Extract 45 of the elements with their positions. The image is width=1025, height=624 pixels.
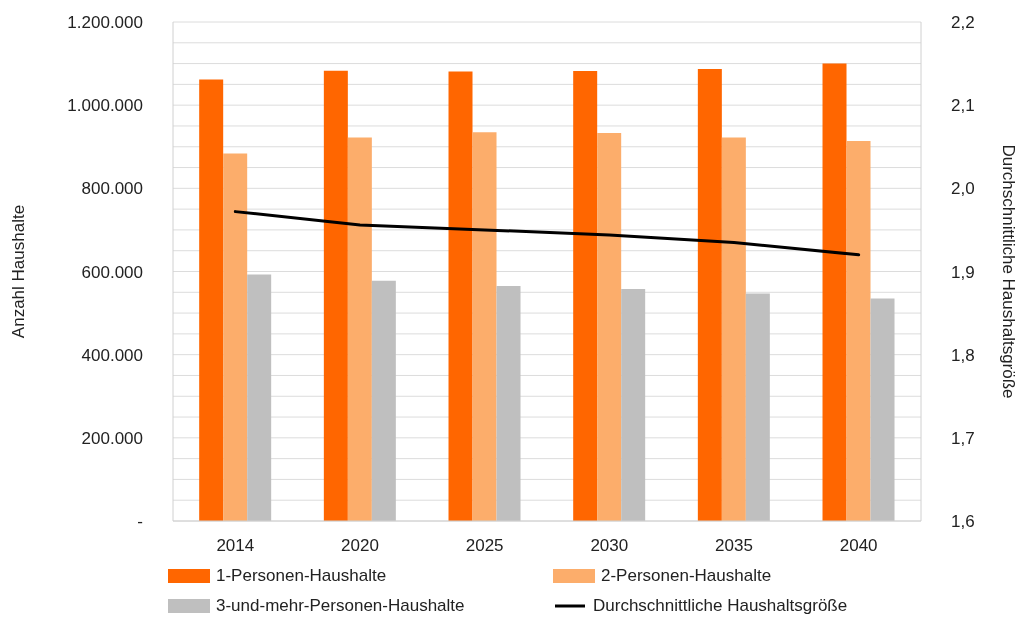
bar bbox=[846, 140, 871, 521]
bar bbox=[448, 71, 473, 521]
x-tick-label: 2020 bbox=[341, 536, 379, 556]
x-tick-label: 2040 bbox=[839, 536, 878, 556]
y-tick-label: 200.000 bbox=[81, 428, 143, 448]
y2-axis-title: Durchschnittliche Haushaltsgröße bbox=[998, 144, 1018, 399]
bar bbox=[371, 280, 396, 521]
y-tick-label: 1.000.000 bbox=[67, 96, 143, 116]
bar bbox=[472, 132, 497, 521]
y2-tick-label: 2,2 bbox=[951, 13, 975, 33]
legend-label: 3-und-mehr-Personen-Haushalte bbox=[216, 596, 465, 616]
bar bbox=[697, 68, 722, 521]
bar bbox=[621, 288, 646, 521]
x-tick-label: 2025 bbox=[465, 536, 504, 556]
bar bbox=[822, 63, 847, 521]
x-tick-label: 2030 bbox=[590, 536, 629, 556]
bar bbox=[347, 137, 372, 521]
x-tick-label: 2035 bbox=[715, 536, 753, 556]
bar bbox=[870, 298, 895, 521]
y-tick-label: - bbox=[137, 512, 143, 532]
bar bbox=[496, 286, 521, 521]
y-tick-label: 1.200.000 bbox=[67, 13, 143, 33]
y-axis-title: Anzahl Haushalte bbox=[9, 204, 29, 339]
y2-tick-label: 1,9 bbox=[951, 262, 975, 282]
y-tick-label: 600.000 bbox=[81, 262, 143, 282]
y2-tick-label: 2,1 bbox=[951, 96, 975, 116]
legend-label: Durchschnittliche Haushaltsgröße bbox=[593, 596, 848, 616]
bar bbox=[247, 274, 272, 521]
y2-tick-label: 1,6 bbox=[951, 512, 975, 532]
bar bbox=[745, 293, 770, 521]
y-tick-label: 800.000 bbox=[81, 179, 143, 199]
bar bbox=[323, 70, 348, 521]
bar bbox=[199, 79, 224, 521]
bar bbox=[597, 133, 622, 521]
x-tick-label: 2014 bbox=[216, 536, 255, 556]
bar bbox=[573, 71, 598, 521]
bar bbox=[721, 137, 746, 521]
bar bbox=[223, 153, 248, 521]
legend-label: 2-Personen-Haushalte bbox=[601, 566, 772, 586]
legend-label: 1-Personen-Haushalte bbox=[216, 566, 387, 586]
y2-tick-label: 1,7 bbox=[951, 428, 975, 448]
line-series bbox=[233, 210, 861, 257]
y2-tick-label: 1,8 bbox=[951, 345, 975, 365]
y2-tick-label: 2,0 bbox=[951, 179, 975, 199]
y-tick-label: 400.000 bbox=[81, 345, 143, 365]
